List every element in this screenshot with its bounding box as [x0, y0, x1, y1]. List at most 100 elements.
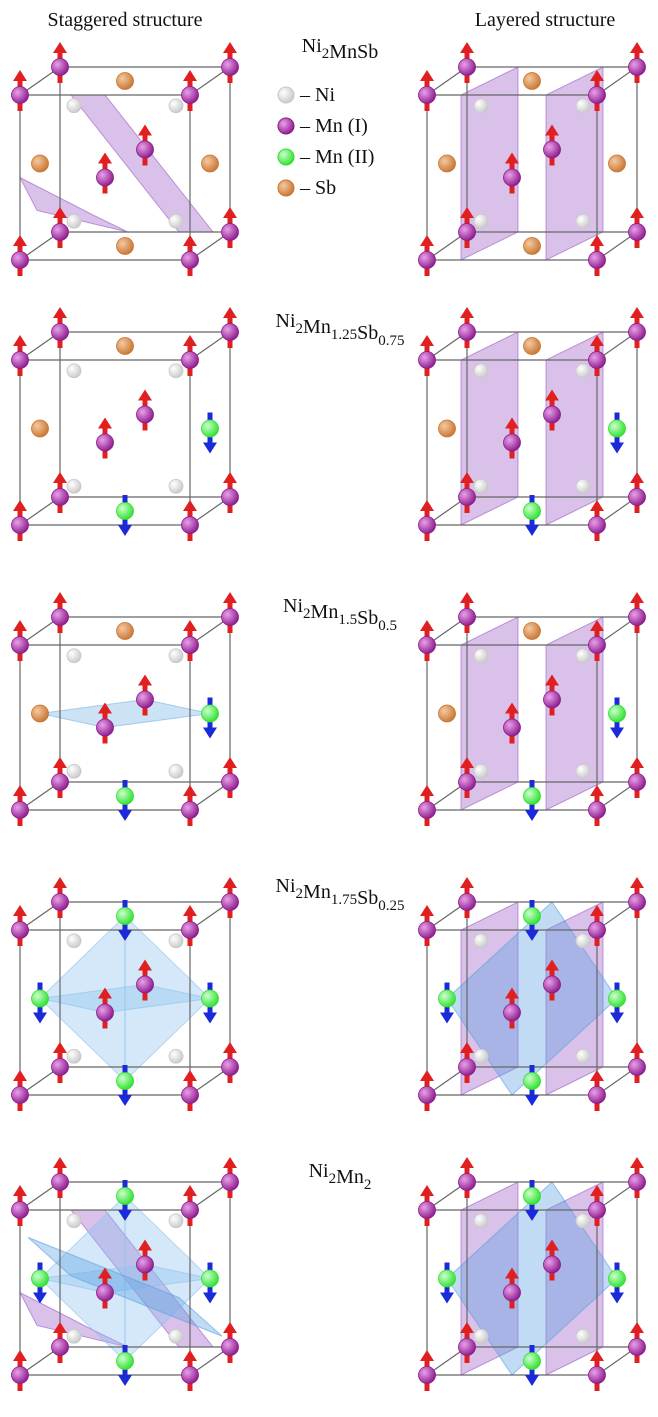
- spin-arrow-head: [118, 525, 132, 536]
- atom: [12, 87, 29, 104]
- atom: [12, 1087, 29, 1104]
- spin-arrow-head: [630, 592, 644, 603]
- atom: [182, 802, 199, 819]
- spin-arrow-head: [525, 810, 539, 821]
- atom: [589, 352, 606, 369]
- spin-arrow-head: [183, 1070, 197, 1081]
- spin-arrow-head: [33, 1013, 47, 1024]
- formula-element: Sb: [357, 322, 378, 344]
- atom: [67, 649, 81, 663]
- spin-arrow-head: [13, 905, 27, 916]
- staggered-structure: [12, 307, 239, 541]
- atom: [609, 990, 626, 1007]
- atom: [589, 922, 606, 939]
- atom: [629, 894, 646, 911]
- atom: [629, 324, 646, 341]
- atom: [182, 1087, 199, 1104]
- spin-arrow-head: [630, 1157, 644, 1168]
- spin-arrow-head: [183, 1185, 197, 1196]
- atom: [524, 1073, 541, 1090]
- atom: [52, 1059, 69, 1076]
- atom: [419, 352, 436, 369]
- atom: [419, 1202, 436, 1219]
- atom: [182, 352, 199, 369]
- atom: [222, 224, 239, 241]
- atom: [544, 691, 561, 708]
- atom: [97, 434, 114, 451]
- atom: [222, 489, 239, 506]
- atom: [576, 934, 590, 948]
- atom: [419, 637, 436, 654]
- spin-arrow-head: [630, 1042, 644, 1053]
- atom: [439, 420, 456, 437]
- atom: [12, 517, 29, 534]
- spin-arrow-head: [53, 757, 67, 768]
- atom: [202, 420, 219, 437]
- atom: [32, 705, 49, 722]
- spin-arrow-head: [183, 905, 197, 916]
- atom: [439, 705, 456, 722]
- atom: [182, 87, 199, 104]
- spin-arrow-head: [630, 42, 644, 53]
- spin-arrow-head: [460, 877, 474, 888]
- atom: [629, 1174, 646, 1191]
- atom: [576, 1214, 590, 1228]
- atom: [52, 894, 69, 911]
- atom: [97, 1284, 114, 1301]
- atom: [609, 705, 626, 722]
- spin-arrow-head: [460, 42, 474, 53]
- atom: [459, 324, 476, 341]
- atom: [117, 1188, 134, 1205]
- atom: [459, 59, 476, 76]
- atom: [12, 922, 29, 939]
- spin-arrow-head: [223, 1322, 237, 1333]
- staggered-structure: [12, 1157, 239, 1391]
- spin-arrow-head: [53, 42, 67, 53]
- spin-arrow-head: [138, 675, 152, 686]
- atom: [459, 894, 476, 911]
- spin-arrow-head: [610, 443, 624, 454]
- spin-arrow-head: [203, 443, 217, 454]
- spin-arrow-head: [525, 1375, 539, 1386]
- spin-arrow-head: [630, 877, 644, 888]
- atom: [182, 637, 199, 654]
- atom: [97, 719, 114, 736]
- spin-arrow-head: [53, 307, 67, 318]
- legend-label: – Sb: [299, 177, 336, 199]
- atom: [544, 976, 561, 993]
- spin-arrow-head: [223, 472, 237, 483]
- formula-subscript: 2: [296, 321, 304, 337]
- atom: [576, 649, 590, 663]
- spin-arrow-head: [223, 757, 237, 768]
- atom: [52, 59, 69, 76]
- atom: [629, 609, 646, 626]
- formula-subscript: 1.5: [338, 612, 357, 628]
- atom: [524, 788, 541, 805]
- atom: [32, 1270, 49, 1287]
- atom: [12, 1367, 29, 1384]
- formula-subscript: 1.25: [331, 327, 357, 343]
- layered-structure: [419, 42, 646, 276]
- atom: [52, 609, 69, 626]
- spin-arrow-head: [13, 1350, 27, 1361]
- formula-element: Ni: [302, 35, 322, 57]
- atom: [609, 155, 626, 172]
- formula: Ni2Mn1.5Sb0.5: [283, 595, 397, 634]
- formula-subscript: 2: [364, 1177, 372, 1193]
- spin-arrow-head: [420, 235, 434, 246]
- atom: [419, 922, 436, 939]
- spin-arrow-head: [420, 620, 434, 631]
- atom: [504, 719, 521, 736]
- formula-subscript: 2: [322, 46, 330, 62]
- atom: [52, 324, 69, 341]
- atom: [474, 1214, 488, 1228]
- layered-structure: [419, 592, 646, 826]
- atom: [576, 99, 590, 113]
- spin-arrow-head: [223, 592, 237, 603]
- atom: [544, 406, 561, 423]
- atom: [67, 1329, 81, 1343]
- atom: [12, 352, 29, 369]
- atom: [222, 894, 239, 911]
- atom: [117, 908, 134, 925]
- atom: [474, 649, 488, 663]
